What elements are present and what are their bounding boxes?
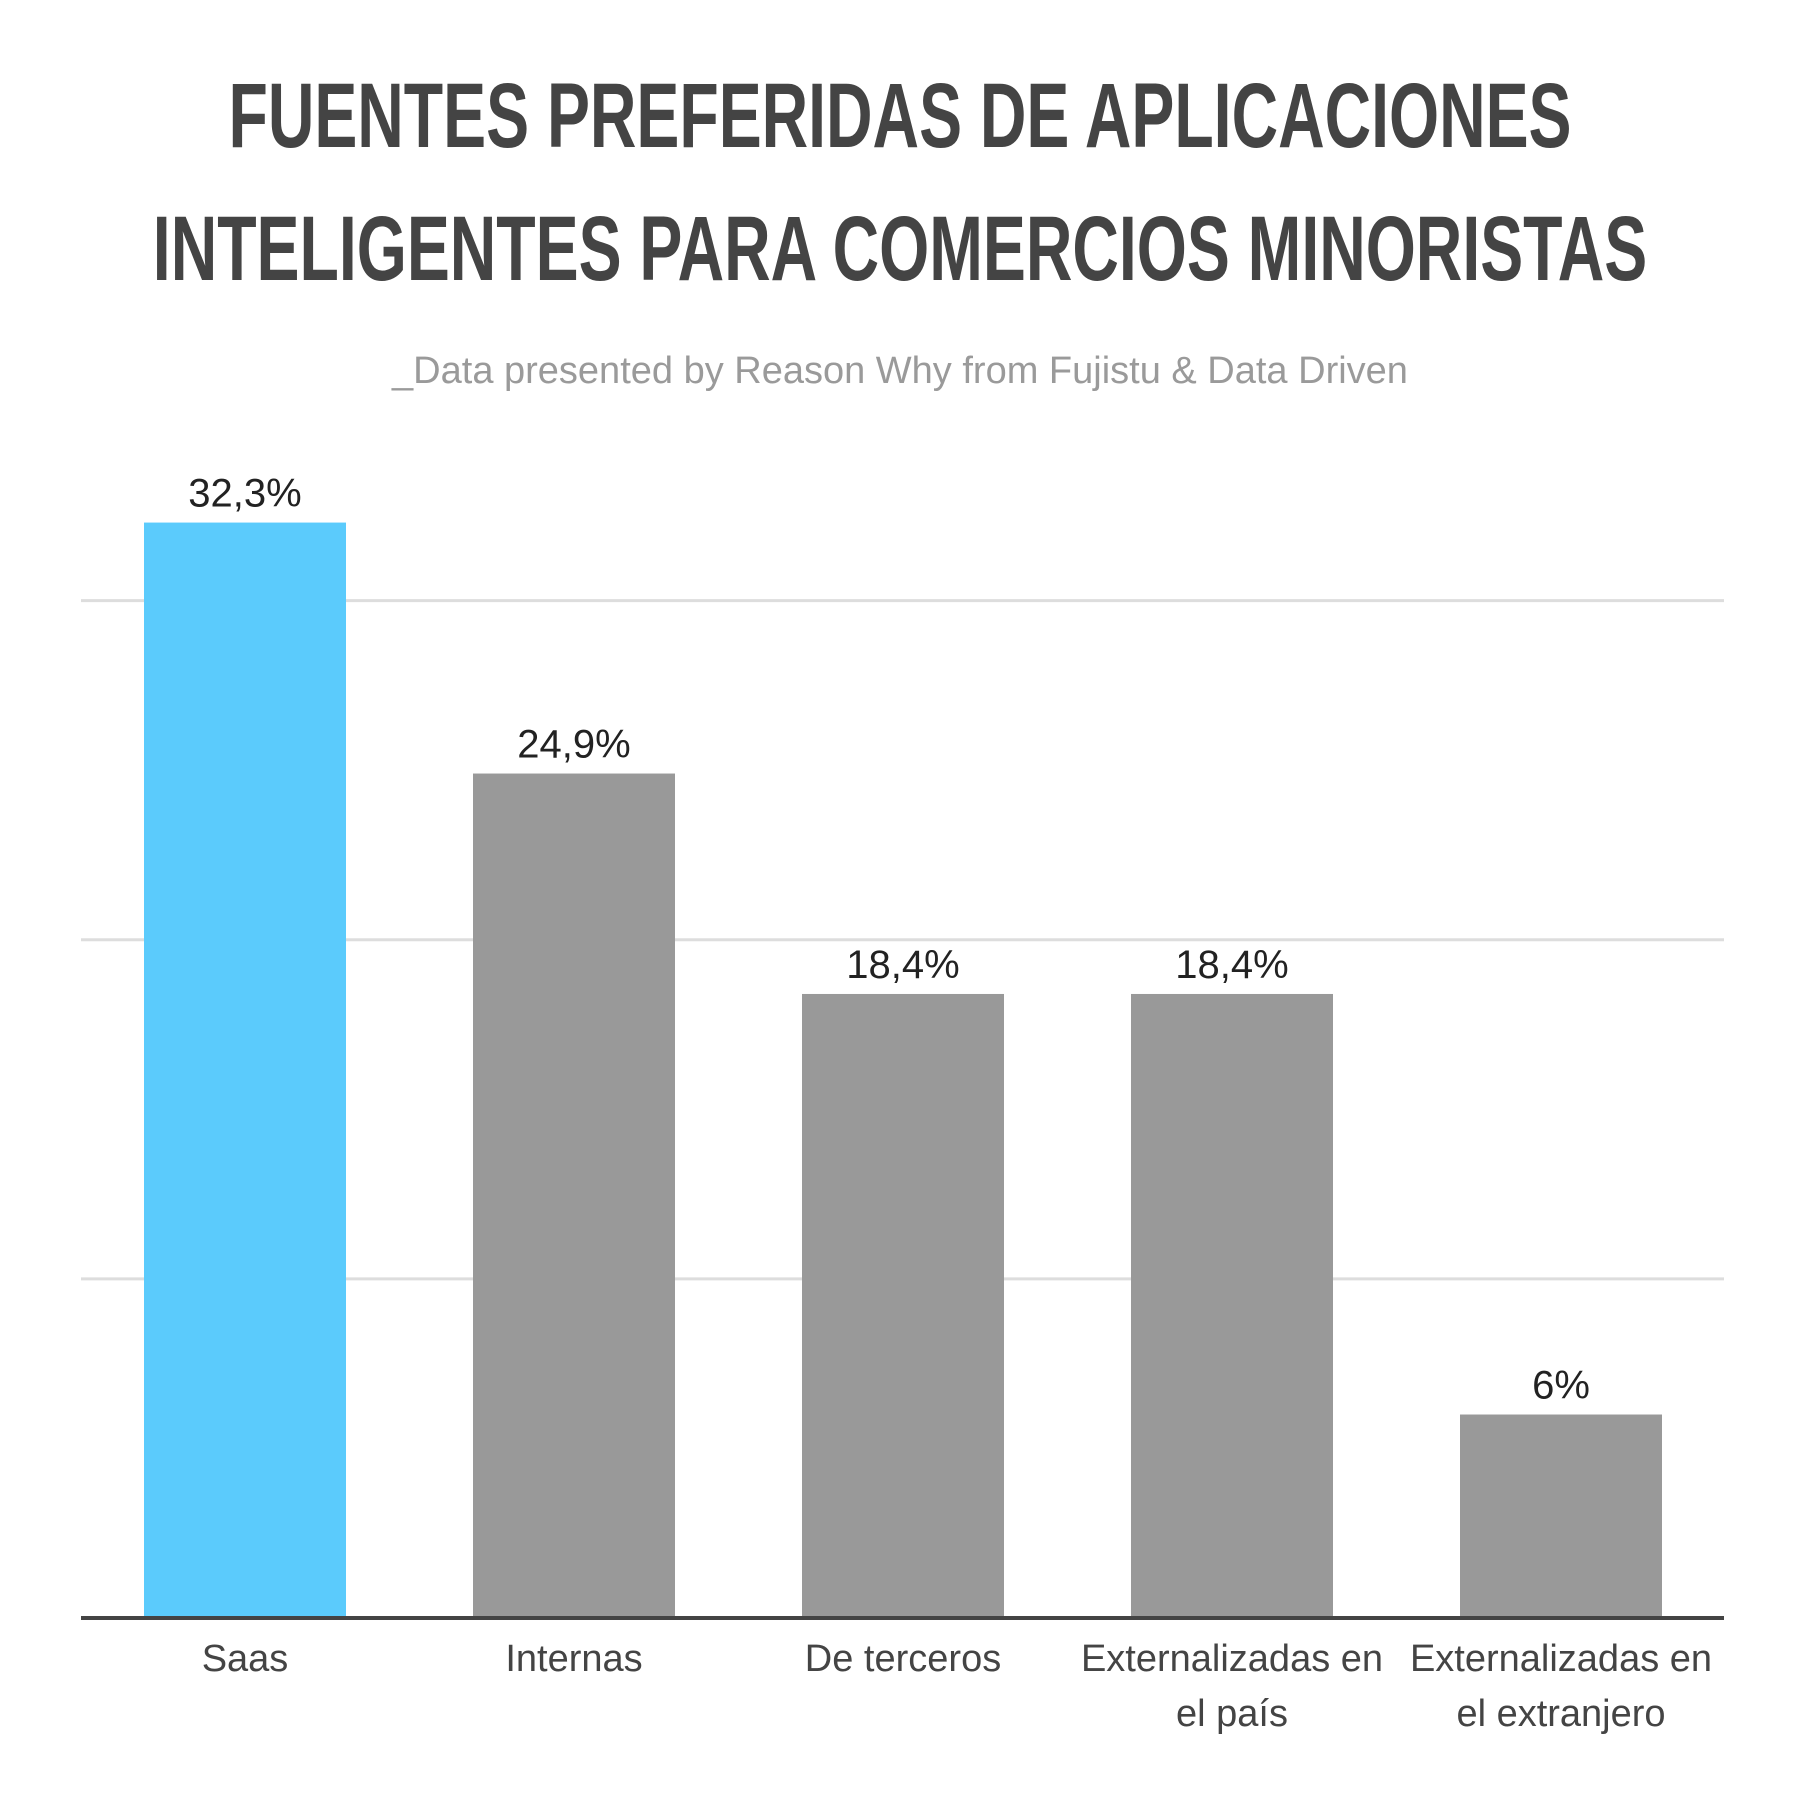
bar [1131, 993, 1333, 1618]
x-tick-label: Internas [505, 1638, 643, 1680]
value-label: 18,4% [846, 943, 959, 987]
bar [473, 773, 675, 1618]
value-label: 6% [1532, 1364, 1590, 1408]
chart-subtitle: _Data presented by Reason Why from Fujis… [392, 350, 1408, 392]
bar [802, 993, 1004, 1618]
x-tick-label: De terceros [804, 1638, 1002, 1680]
x-tick-label: Externalizadas en el extranjero [1409, 1638, 1713, 1735]
value-label: 32,3% [188, 472, 301, 516]
bar [144, 522, 346, 1618]
chart-title: FUENTES PREFERIDAS DE APLICACIONES INTEL… [152, 65, 1648, 300]
value-label: 24,9% [517, 723, 630, 767]
bar [1460, 1414, 1662, 1618]
x-tick-label: Saas [201, 1638, 289, 1680]
value-label: 18,4% [1175, 943, 1288, 987]
x-tick-label: Externalizadas en el país [1080, 1638, 1384, 1735]
